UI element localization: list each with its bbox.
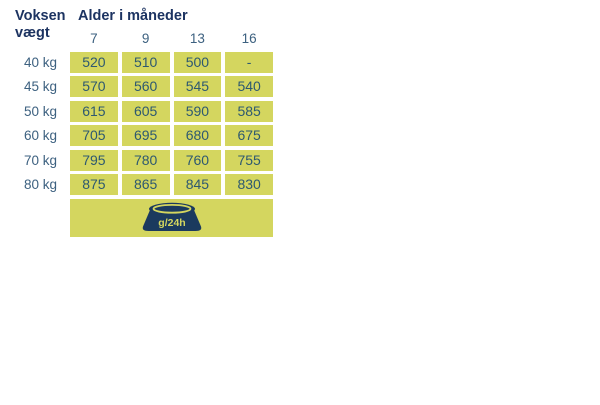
table-cell: 615 [70, 100, 118, 122]
column-header-7: 7 [90, 31, 98, 46]
table-cell: 500 [173, 51, 222, 73]
table-cell: 760 [173, 149, 222, 171]
row-label: 45 kg [23, 79, 57, 94]
table-cell: 845 [173, 174, 222, 195]
table-cell: 540 [225, 76, 273, 97]
table-cell: 875 [70, 174, 118, 195]
table-cell: 510 [121, 51, 170, 73]
row-label: 60 kg [23, 128, 57, 143]
row-header-title: Voksen vægt [15, 8, 66, 41]
table-cell: 680 [173, 125, 222, 146]
dog-bowl-icon: g/24h [142, 202, 201, 231]
table-cell: 545 [173, 76, 222, 97]
table-cell: 830 [225, 174, 273, 195]
unit-label: g/24h [158, 217, 185, 229]
col-header-title: Alder i måneder [78, 8, 188, 24]
table-cell: 780 [121, 149, 170, 171]
column-header-9: 9 [141, 31, 150, 46]
table-cell: 695 [121, 125, 170, 146]
table-cell: 865 [121, 174, 170, 195]
row-label: 50 kg [23, 103, 57, 119]
corner-spacer [0, 30, 66, 48]
column-header-13: 13 [189, 31, 205, 46]
table-cell: 560 [121, 76, 170, 97]
unit-band: g/24h [70, 198, 273, 237]
table-cell: 590 [173, 100, 222, 122]
table-cell: 520 [70, 51, 118, 73]
table-cell: - [225, 51, 273, 73]
feeding-table: 7 9 13 16 40 kg 520 510 500 - 45 kg 570 … [0, 30, 273, 195]
table-cell: 755 [225, 149, 273, 171]
table-cell: 795 [70, 149, 118, 171]
table-cell: 705 [70, 125, 118, 146]
column-header-16: 16 [241, 31, 257, 46]
row-label: 70 kg [23, 152, 57, 168]
table-cell: 570 [70, 76, 118, 97]
table-cell: 605 [121, 100, 170, 122]
row-label: 40 kg [23, 54, 57, 70]
row-label: 80 kg [23, 177, 57, 192]
table-cell: 675 [225, 125, 273, 146]
table-cell: 585 [225, 100, 273, 122]
